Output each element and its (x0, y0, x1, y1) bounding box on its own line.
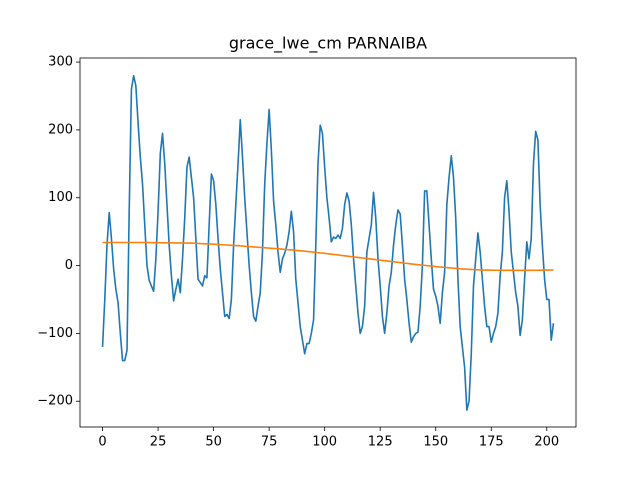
x-tick-label: 100 (312, 435, 337, 450)
x-tick-label: 50 (205, 435, 222, 450)
data-line (102, 241, 554, 272)
x-tick-label: 25 (150, 435, 167, 450)
y-tick-label: 0 (65, 258, 73, 273)
x-tick-label: 0 (98, 435, 106, 450)
plot-frame (79, 57, 577, 428)
y-tick-label: 300 (48, 55, 73, 70)
y-tick-label: −100 (37, 326, 73, 341)
x-tick-label: 150 (423, 435, 448, 450)
data-line (101, 74, 555, 411)
y-tick-label: 100 (48, 190, 73, 205)
x-tick-label: 175 (479, 435, 504, 450)
y-tick-label: 200 (48, 122, 73, 137)
x-tick-label: 75 (261, 435, 278, 450)
chart-title: grace_lwe_cm PARNAIBA (229, 34, 427, 54)
x-tick-label: 125 (368, 435, 393, 450)
x-tick-label: 200 (534, 435, 559, 450)
y-tick-label: −200 (37, 394, 73, 409)
